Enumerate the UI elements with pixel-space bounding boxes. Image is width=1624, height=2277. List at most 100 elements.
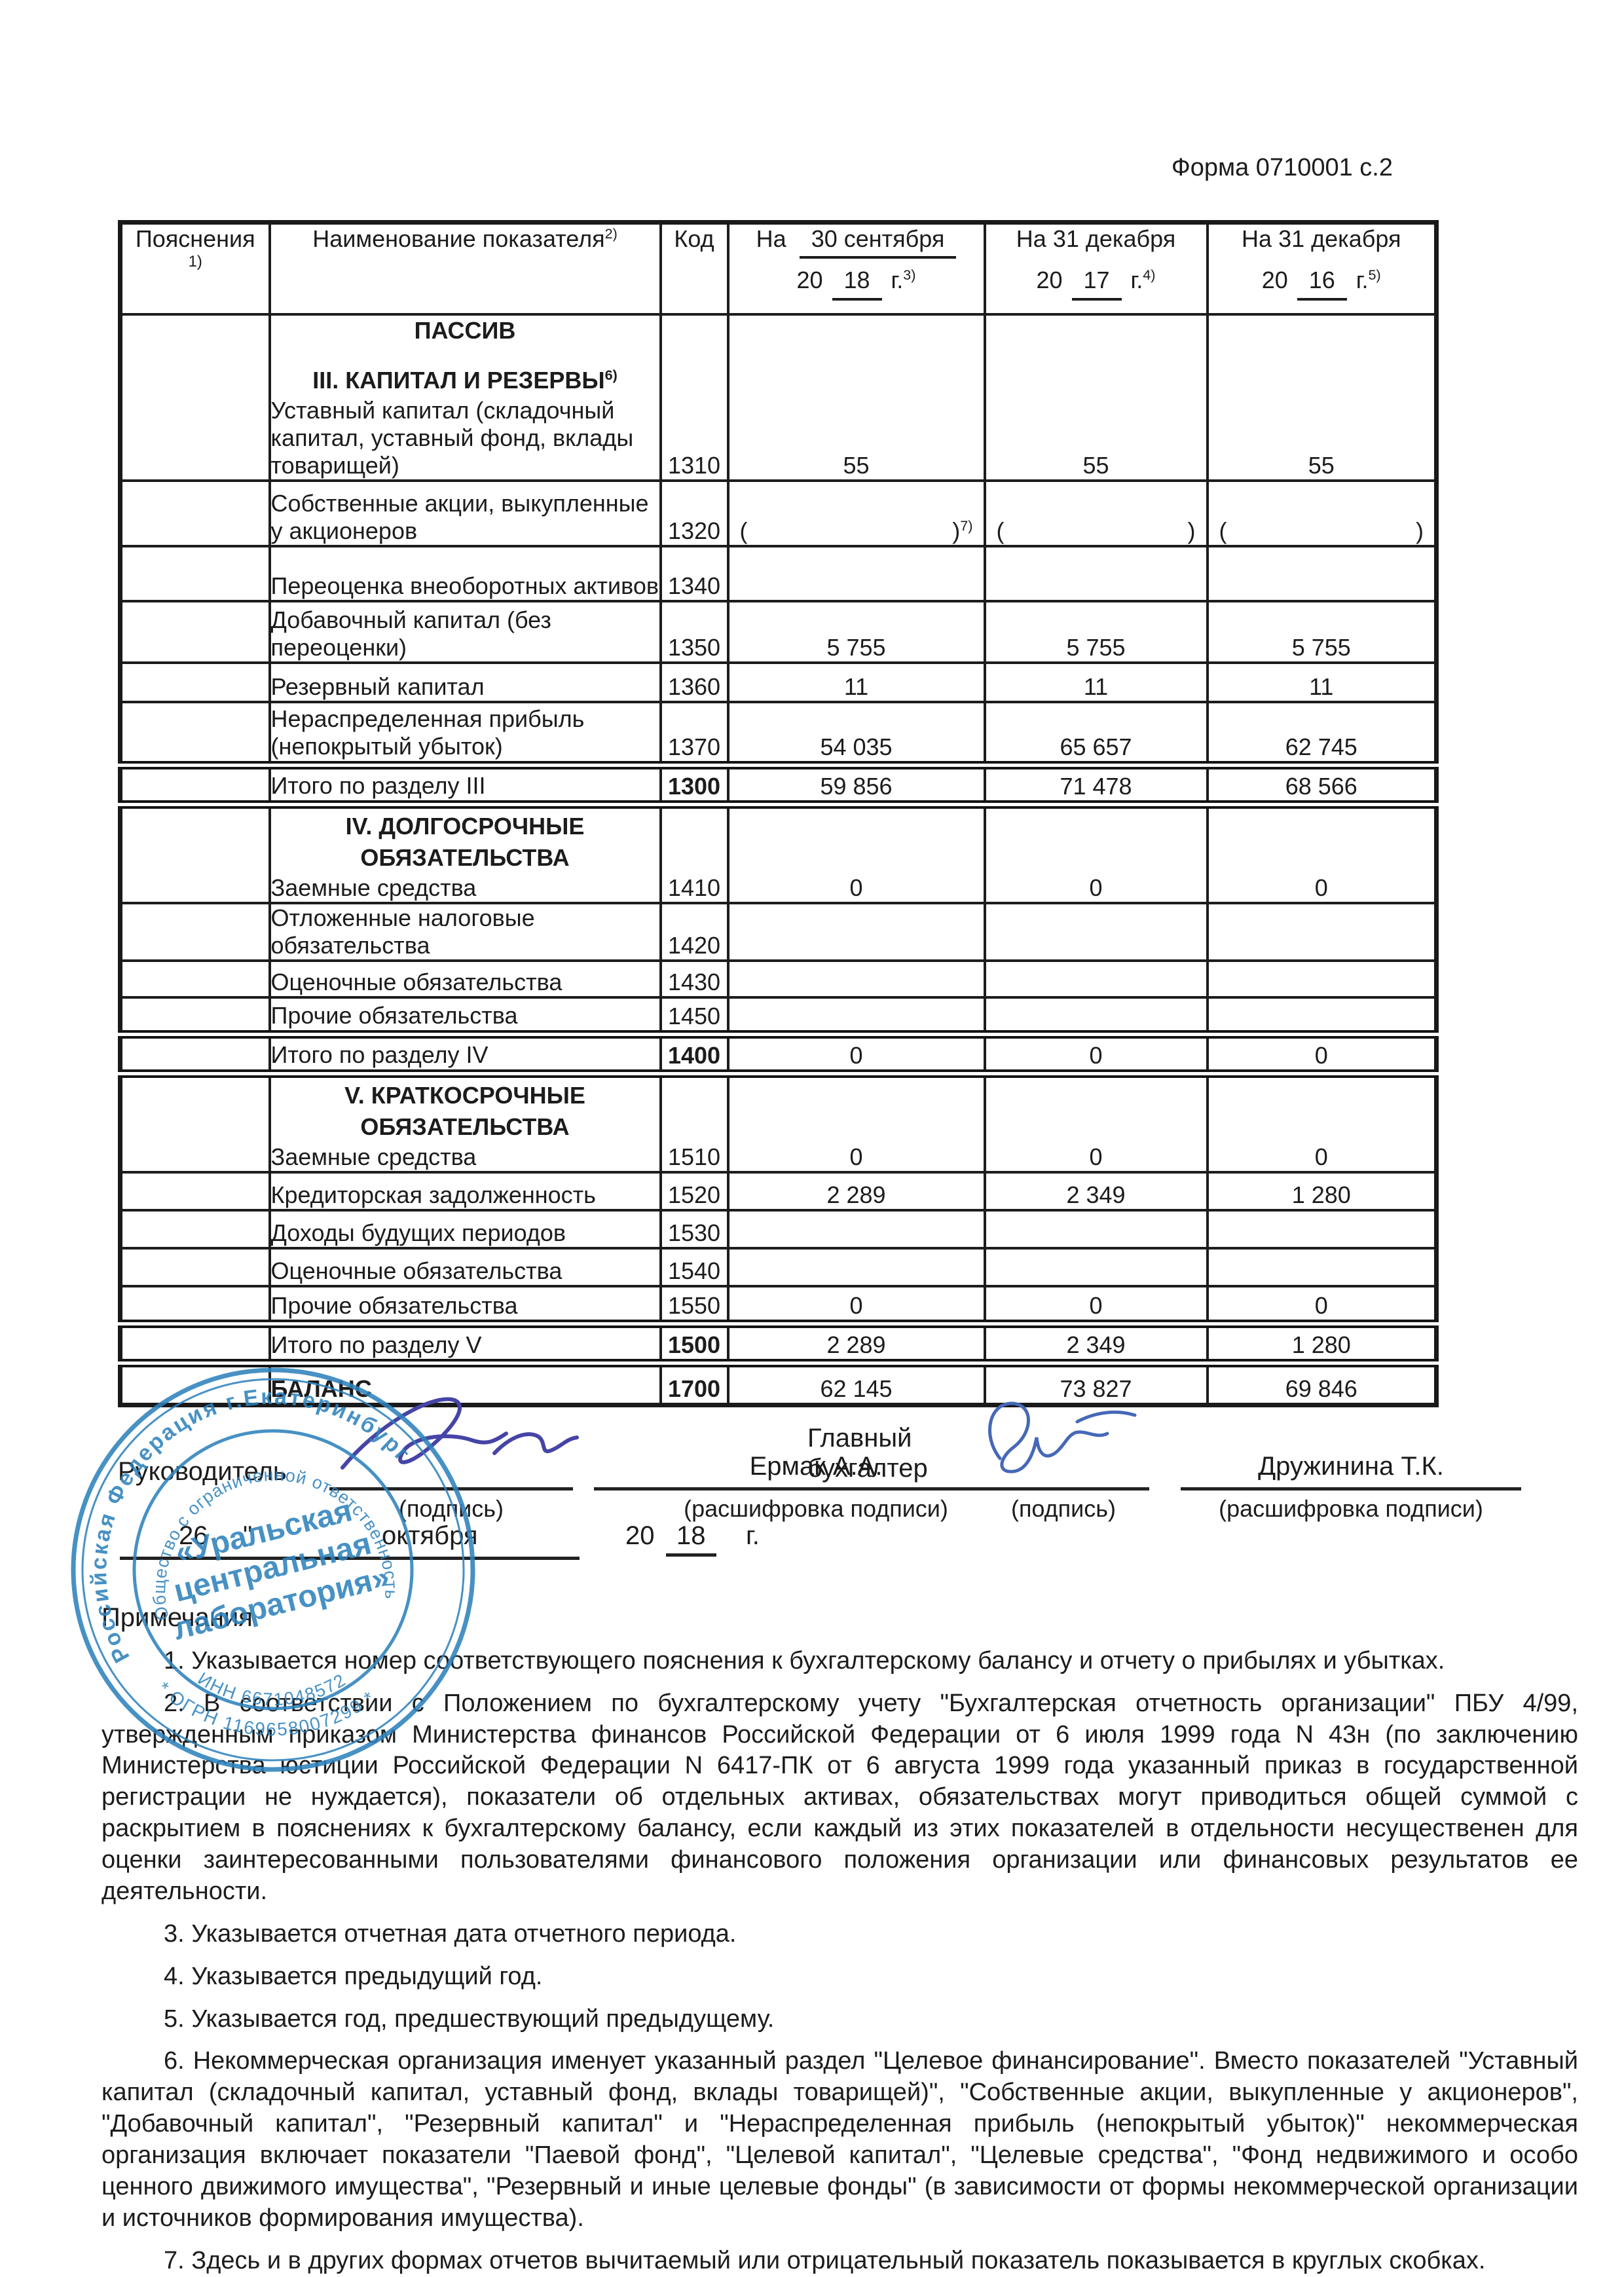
table-row: Добавочный капитал (без переоценки) 1350 5… (119, 600, 1438, 665)
indicator-name-cell: Оценочные обязательства (268, 1246, 662, 1287)
value-col1 (726, 901, 986, 963)
indicator-name: БАЛАНС (270, 1375, 372, 1403)
note-item: 4. Указывается предыдущий год. (164, 1962, 543, 1990)
indicator-name: Заемные средства (270, 874, 477, 901)
table-row: Доходы будущих периодов 1530 (119, 1208, 1438, 1250)
indicator-name-cell: Кредиторская задолженность (268, 1170, 662, 1212)
table-row: Итого по разделу V 1500 2 289 2 349 1 280 (119, 1320, 1438, 1365)
indicator-name: Итого по разделу V (270, 1331, 482, 1359)
value-col1 (726, 545, 986, 603)
row-code: 1410 (659, 800, 729, 904)
row-code: 1430 (659, 959, 729, 999)
value-col2: 71 478 (983, 760, 1209, 806)
value-col2: 0 (983, 1029, 1209, 1075)
note-item: 3. Указывается отчетная дата отчетного п… (164, 1919, 737, 1948)
indicator-name: Оценочные обязательства (270, 1257, 563, 1284)
table-row: Переоценка внеоборотных активов 1340 (119, 545, 1438, 603)
value-col1: 62 145 (726, 1359, 986, 1407)
explanations-cell (119, 661, 271, 704)
value-col1: 59 856 (726, 760, 986, 806)
indicator-name: Итого по разделу III (270, 772, 486, 800)
value-col2: 2 349 (983, 1170, 1209, 1212)
indicator-name: Уставный капитал (складочный капитал, ус… (270, 396, 634, 479)
row-code: 1420 (659, 901, 729, 963)
value-col3: 1 280 (1206, 1170, 1438, 1212)
notes-section: Примечания 1. Указывается номер соответс… (101, 1601, 1578, 2276)
value-col2: 11 (983, 661, 1209, 704)
header-date-col3: На 31 декабря 20 16 г.5) (1206, 221, 1438, 316)
indicator-name-cell: Резервный капитал (268, 661, 662, 704)
row-code: 1510 (659, 1069, 729, 1174)
notes-list: 1. Указывается номер соответствующего по… (101, 1646, 1578, 2277)
value-col2: () (983, 479, 1209, 548)
indicator-name: Резервный капитал (270, 673, 485, 700)
table-row: Оценочные обязательства 1430 (119, 959, 1438, 999)
table-row: Прочие обязательства 1550 0 0 0 (119, 1284, 1438, 1325)
table-body: ПАССИВ III. КАПИТАЛ И РЕЗЕРВЫ6) Уставный к… (119, 312, 1438, 1407)
table-row: Прочие обязательства 1450 (119, 996, 1438, 1036)
row-code: 1450 (659, 996, 729, 1036)
value-col1: ()7) (726, 479, 986, 548)
accountant-name: Дружинина Т.К. (1258, 1452, 1444, 1481)
table-row: Оценочные обязательства 1540 (119, 1246, 1438, 1287)
row-code: 1400 (659, 1029, 729, 1075)
indicator-name-cell: Добавочный капитал (без переоценки) (268, 600, 662, 665)
table-row: V. КРАТКОСРОЧНЫЕ ОБЯЗАТЕЛЬСТВА Заемные сре… (119, 1069, 1438, 1174)
date-quote: " (243, 1521, 253, 1551)
value-col2: 65 657 (983, 701, 1209, 767)
value-col2: 55 (983, 312, 1209, 483)
value-col3 (1206, 901, 1438, 963)
explanations-cell (119, 600, 271, 665)
director-role-label: Руководитель (118, 1457, 287, 1487)
value-col3: 0 (1206, 800, 1438, 904)
explanations-cell (119, 479, 271, 548)
section-title: III. КАПИТАЛ И РЕЗЕРВЫ6) (312, 366, 618, 394)
value-col3: 55 (1206, 312, 1438, 483)
value-col2: 0 (983, 1069, 1209, 1174)
header-explanations: Пояснения 1) (119, 221, 271, 316)
row-code: 1350 (659, 600, 729, 665)
value-col1: 0 (726, 1284, 986, 1325)
explanations-cell (119, 1284, 271, 1325)
indicator-name-cell: IV. ДОЛГОСРОЧНЫЕ ОБЯЗАТЕЛЬСТВА Заемные сре… (268, 800, 662, 904)
value-col1: 0 (726, 1029, 986, 1075)
value-col1: 0 (726, 800, 986, 904)
table-row: Отложенные налоговые обязательства 1420 (119, 901, 1438, 963)
value-col2 (983, 1246, 1209, 1287)
indicator-name: Прочие обязательства (270, 1292, 518, 1320)
row-code: 1310 (659, 312, 729, 483)
indicator-name-cell: Нераспределенная прибыль (непокрытый убы… (268, 701, 662, 767)
header-date-col2: На 31 декабря 20 17 г.4) (983, 221, 1209, 316)
indicator-name-cell: Итого по разделу V (268, 1320, 662, 1365)
indicator-name-cell: Итого по разделу IV (268, 1029, 662, 1075)
indicator-name: Кредиторская задолженность (270, 1181, 596, 1208)
table-row: Резервный капитал 1360 11 11 11 (119, 661, 1438, 704)
table-row: БАЛАНС 1700 62 145 73 827 69 846 (119, 1359, 1438, 1407)
value-col3: 62 745 (1206, 701, 1438, 767)
value-col3: () (1206, 479, 1438, 548)
date-year: 18 (666, 1521, 716, 1557)
section-title: ПАССИВ (414, 316, 516, 344)
indicator-name-cell: Оценочные обязательства (268, 959, 662, 999)
indicator-name: Прочие обязательства (270, 1002, 518, 1029)
explanations-cell (119, 1029, 271, 1075)
notes-title: Примечания (101, 1603, 253, 1633)
director-sign-line (329, 1487, 573, 1491)
value-col1: 2 289 (726, 1170, 986, 1212)
date-line (120, 1557, 580, 1561)
explanations-cell (119, 760, 271, 806)
indicator-name-cell: Прочие обязательства (268, 1284, 662, 1325)
value-col3 (1206, 545, 1438, 603)
date-month: октября (382, 1521, 478, 1551)
date-day: 26 (179, 1521, 208, 1551)
explanations-cell (119, 1320, 271, 1365)
name-caption-left: (расшифровка подписи) (684, 1495, 948, 1523)
indicator-name-cell: Отложенные налоговые обязательства (268, 901, 662, 963)
value-col3: 0 (1206, 1069, 1438, 1174)
section-title: V. КРАТКОСРОЧНЫЕ (344, 1081, 585, 1109)
table-row: Собственные акции, выкупленные у акционе… (119, 479, 1438, 548)
sign-caption-left: (подпись) (398, 1495, 504, 1523)
value-col3 (1206, 996, 1438, 1036)
explanations-cell (119, 701, 271, 767)
value-col3: 68 566 (1206, 760, 1438, 806)
